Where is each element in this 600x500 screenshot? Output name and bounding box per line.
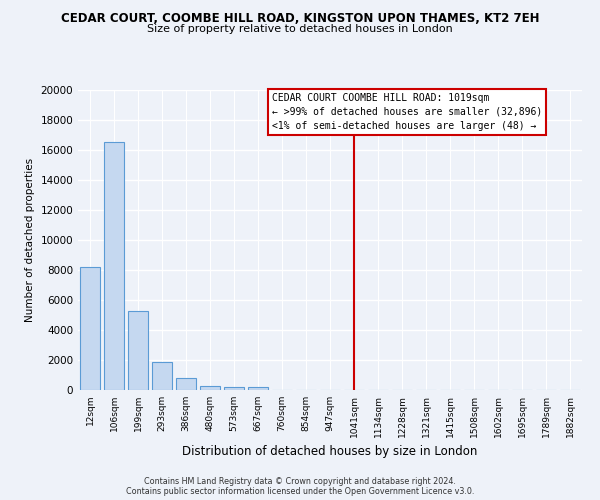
Bar [248, 388, 268, 390]
X-axis label: Distribution of detached houses by size in London: Distribution of detached houses by size … [182, 446, 478, 458]
Bar [152, 362, 172, 390]
Text: CEDAR COURT, COOMBE HILL ROAD, KINGSTON UPON THAMES, KT2 7EH: CEDAR COURT, COOMBE HILL ROAD, KINGSTON … [61, 12, 539, 26]
Bar [200, 386, 220, 390]
Y-axis label: Number of detached properties: Number of detached properties [25, 158, 35, 322]
Text: Size of property relative to detached houses in London: Size of property relative to detached ho… [147, 24, 453, 34]
Bar [104, 142, 124, 390]
Text: Contains HM Land Registry data © Crown copyright and database right 2024.: Contains HM Land Registry data © Crown c… [144, 478, 456, 486]
Bar [128, 310, 148, 390]
Bar [176, 378, 196, 390]
Bar [224, 386, 244, 390]
Text: CEDAR COURT COOMBE HILL ROAD: 1019sqm
← >99% of detached houses are smaller (32,: CEDAR COURT COOMBE HILL ROAD: 1019sqm ← … [272, 93, 542, 131]
Bar [80, 267, 100, 390]
Text: Contains public sector information licensed under the Open Government Licence v3: Contains public sector information licen… [126, 488, 474, 496]
